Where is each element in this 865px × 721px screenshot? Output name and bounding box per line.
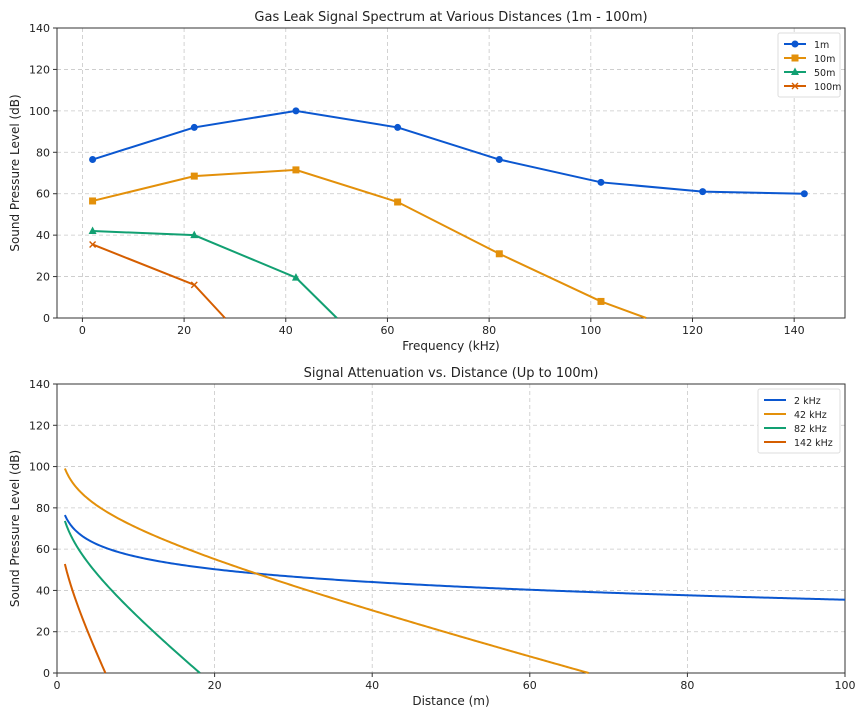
data-point	[597, 178, 605, 186]
y-tick-label: 20	[36, 271, 50, 284]
data-point	[800, 190, 808, 198]
data-point	[791, 54, 799, 62]
data-point	[292, 166, 300, 174]
legend-label: 2 kHz	[794, 396, 821, 407]
y-tick-label: 120	[29, 63, 50, 76]
legend-label: 10m	[814, 54, 835, 65]
legend	[757, 388, 841, 454]
x-tick-label: 40	[365, 679, 379, 692]
chart-1: 0 20 40 60 80 100 0 20 40 60 80 100 120 140 Signal Att…	[8, 366, 856, 708]
x-tick-label: 20	[208, 679, 222, 692]
series-line-50m	[92, 230, 338, 319]
series-line-42kHz	[63, 468, 589, 674]
y-tick-label: 20	[36, 626, 50, 639]
x-tick-label: 0	[79, 324, 86, 337]
x-tick-label: 120	[682, 324, 703, 337]
legend-label: 42 kHz	[794, 410, 827, 421]
x-tick-label: 140	[784, 324, 805, 337]
data-point	[190, 281, 198, 289]
plot-frame	[56, 27, 846, 319]
y-tick-label: 100	[29, 461, 50, 474]
plot-frame	[56, 383, 846, 674]
y-tick-label: 100	[29, 105, 50, 118]
chart-title: Gas Leak Signal Spectrum at Various Dist…	[254, 10, 647, 25]
chart-title: Signal Attenuation vs. Distance (Up to 1…	[304, 366, 599, 381]
y-tick-label: 60	[36, 543, 50, 556]
data-point	[88, 226, 97, 234]
data-point	[394, 198, 402, 206]
data-point	[495, 250, 503, 258]
y-tick-label: 120	[29, 419, 50, 432]
data-point	[89, 240, 97, 248]
y-axis-label: Sound Pressure Level (dB)	[8, 94, 22, 251]
plot-series	[63, 468, 846, 674]
series-line-2kHz	[63, 514, 846, 601]
legend-label: 50m	[814, 68, 835, 79]
plot-series	[88, 107, 808, 319]
series-line-82kHz	[63, 520, 201, 674]
x-tick-label: 80	[680, 679, 694, 692]
x-tick-label: 0	[54, 679, 61, 692]
y-tick-label: 40	[36, 584, 50, 597]
series-line-10m	[92, 168, 647, 319]
legend-label: 82 kHz	[794, 424, 827, 435]
data-point	[190, 230, 199, 239]
data-point	[89, 156, 97, 164]
y-tick-label: 40	[36, 229, 50, 242]
data-point	[791, 82, 799, 90]
y-tick-label: 0	[43, 667, 50, 680]
series-line-142kHz	[63, 563, 107, 674]
data-point	[597, 297, 605, 305]
x-axis-label: Distance (m)	[412, 694, 489, 708]
series-line-100m	[92, 243, 226, 319]
x-tick-label: 60	[380, 324, 394, 337]
x-tick-label: 100	[580, 324, 601, 337]
data-point	[190, 172, 198, 180]
data-point	[292, 107, 300, 115]
data-point	[791, 67, 799, 75]
y-tick-label: 140	[29, 22, 50, 35]
series-line-1m	[92, 109, 805, 195]
data-point	[291, 273, 300, 281]
y-axis-label: Sound Pressure Level (dB)	[8, 450, 22, 607]
data-point	[89, 197, 97, 205]
legend	[777, 32, 841, 98]
chart-0: 0 20 40 60 80 100 120 140 0 20 40 60 80 100 120 140 Gas …	[8, 10, 846, 353]
x-tick-label: 100	[835, 679, 856, 692]
data-point	[495, 156, 503, 164]
x-tick-label: 60	[523, 679, 537, 692]
legend-label: 1m	[814, 40, 829, 51]
data-point	[394, 123, 402, 131]
x-tick-label: 40	[279, 324, 293, 337]
x-tick-label: 80	[482, 324, 496, 337]
y-tick-label: 80	[36, 146, 50, 159]
x-tick-label: 20	[177, 324, 191, 337]
data-point	[190, 123, 198, 131]
legend-label: 142 kHz	[794, 438, 833, 449]
data-point	[699, 188, 707, 196]
y-tick-label: 140	[29, 378, 50, 391]
y-tick-label: 0	[43, 312, 50, 325]
legend-label: 100m	[814, 82, 841, 93]
y-tick-label: 60	[36, 188, 50, 201]
x-axis-label: Frequency (kHz)	[402, 339, 499, 353]
y-tick-label: 80	[36, 502, 50, 515]
data-point	[791, 40, 799, 48]
